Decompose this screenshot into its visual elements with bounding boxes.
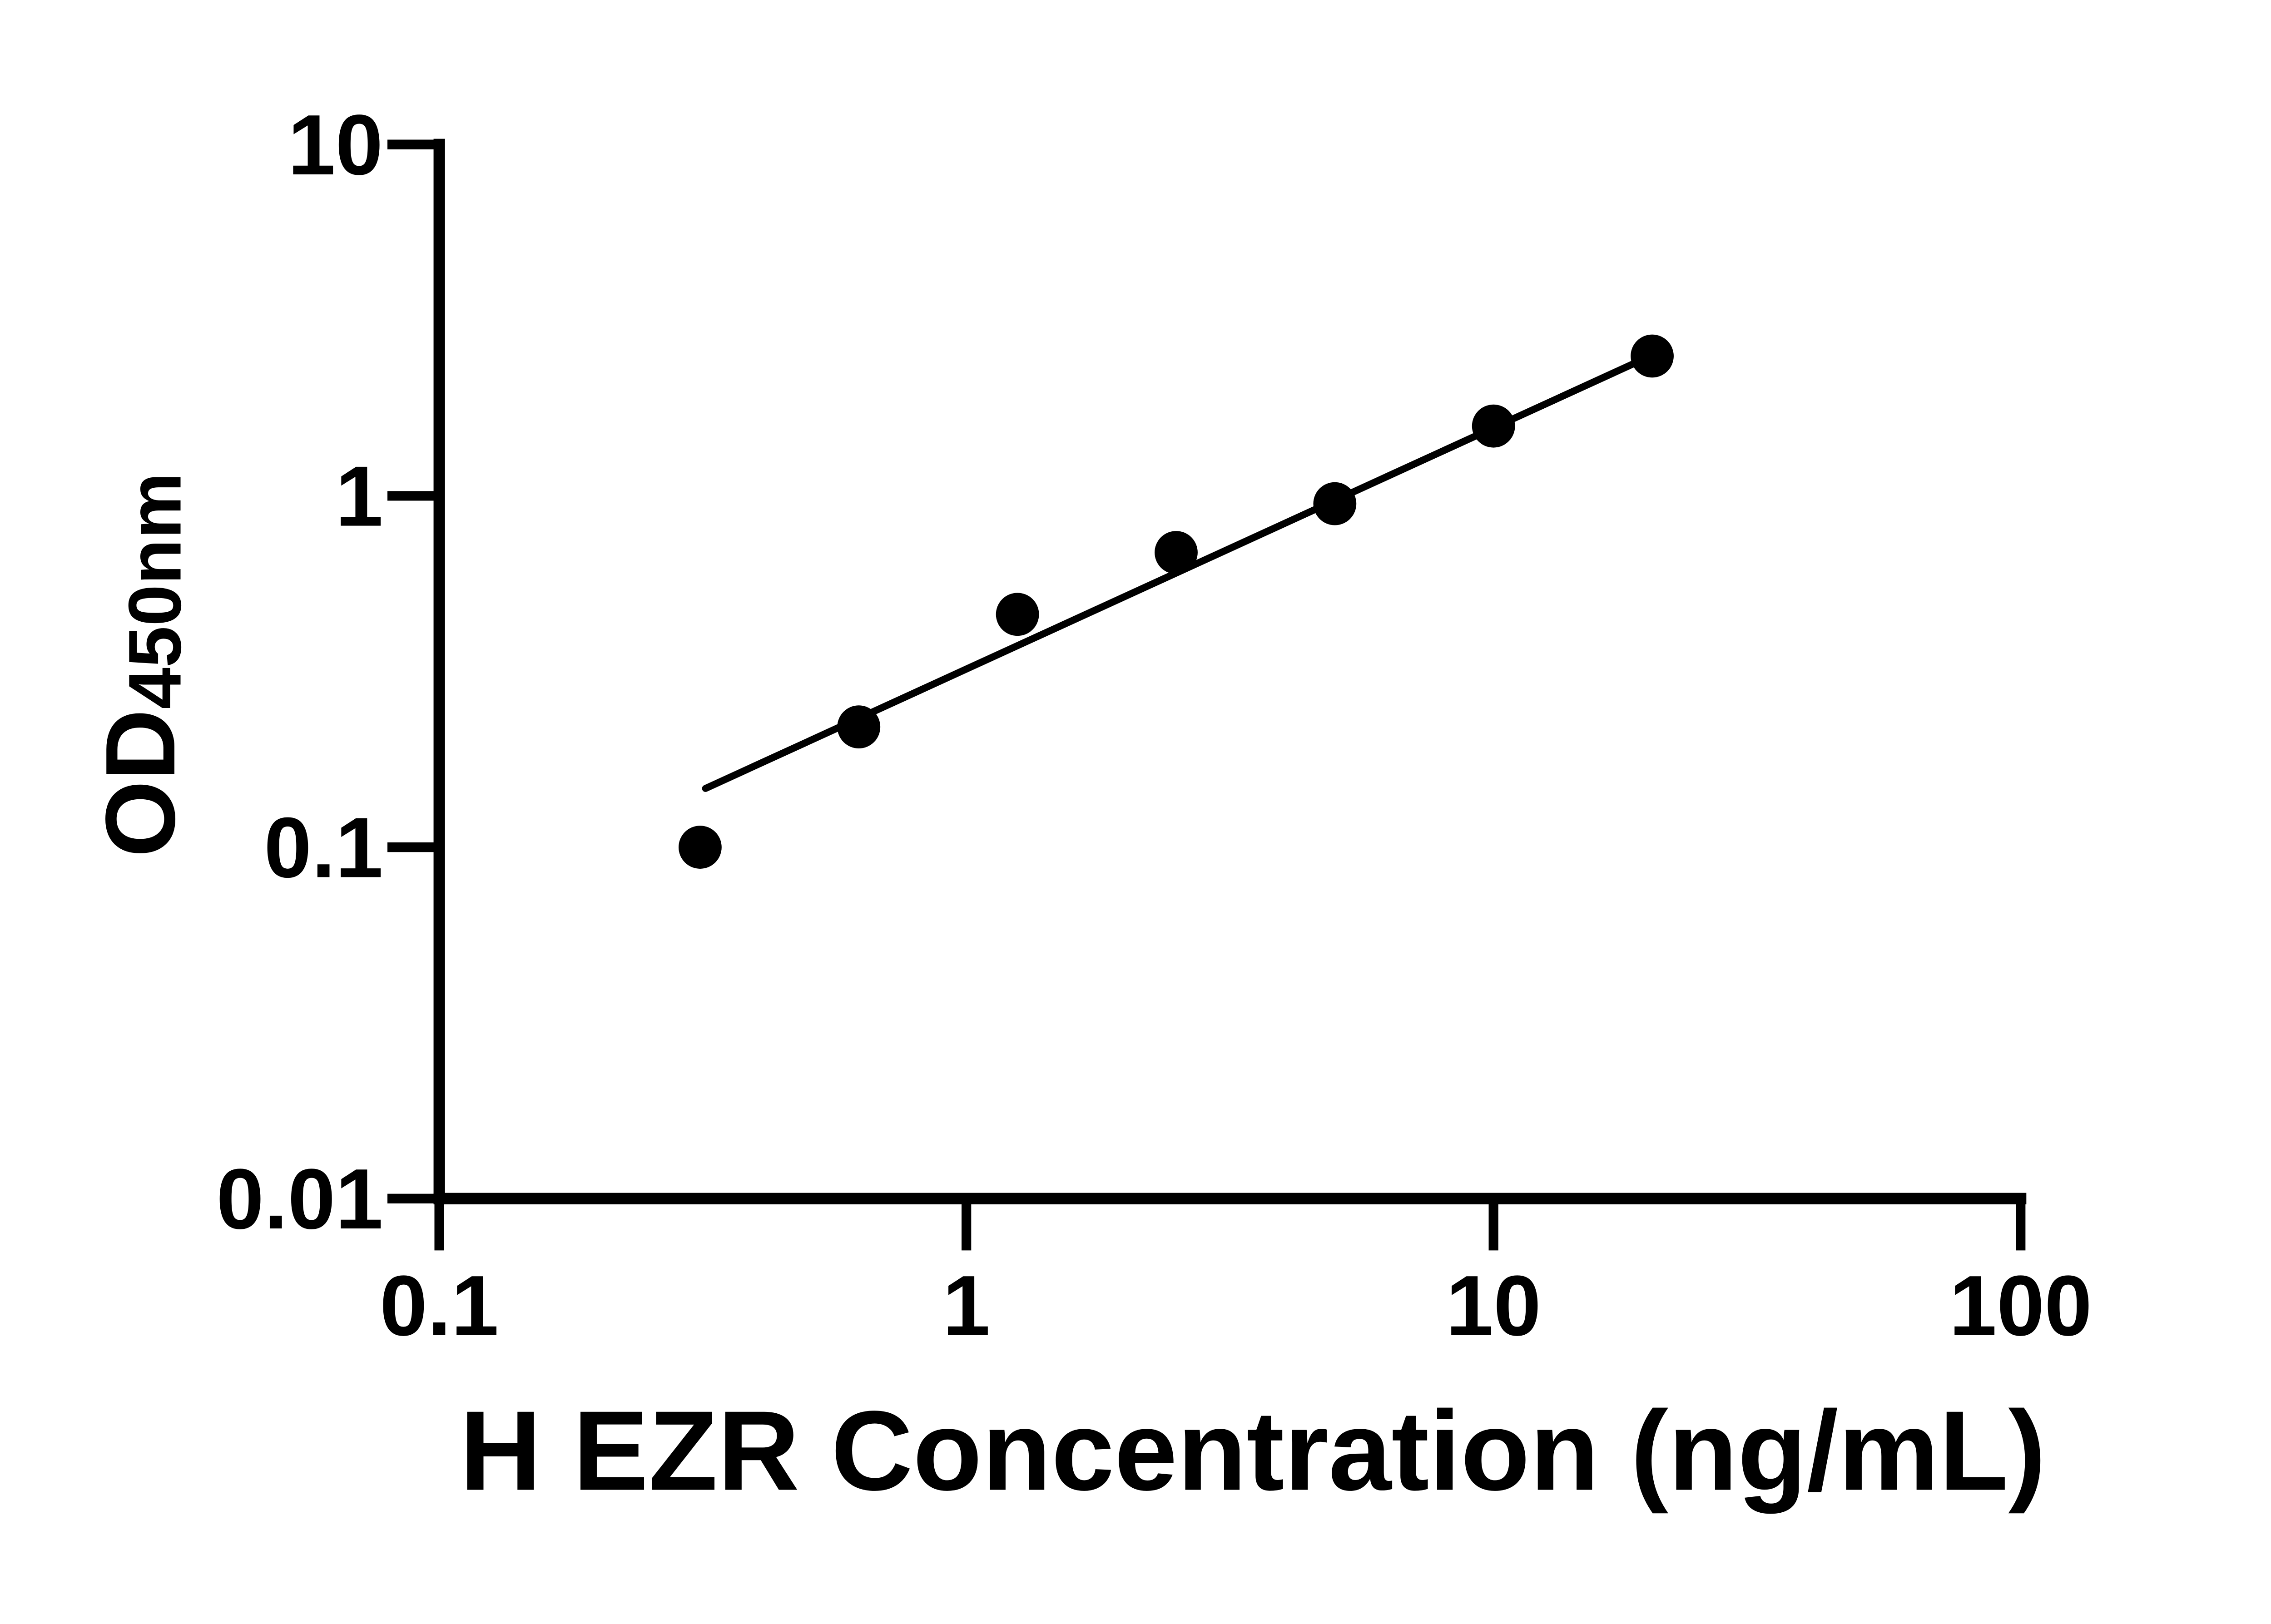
x-tick-label-10: 10 [1446, 1258, 1541, 1353]
y-axis-title-subscript: 450nm [113, 473, 196, 709]
y-tick-label-1: 1 [335, 448, 383, 544]
x-tick-label-100: 100 [1949, 1258, 2092, 1353]
y-tick-label-10: 10 [288, 97, 383, 193]
data-point-0 [679, 826, 722, 869]
standard-curve-chart: 0.1 1 10 100 0.01 0.1 1 10 H EZR Concentration (… [85, 96, 2092, 1514]
x-tick-label-0.1: 0.1 [380, 1258, 499, 1353]
y-tick-label-0.01: 0.01 [216, 1151, 383, 1247]
y-axis-title-main: OD [85, 709, 196, 857]
x-axis-title: H EZR Concentration (ng/mL) [460, 1387, 2046, 1514]
y-axis-title: OD450nm [85, 473, 197, 857]
data-point-4 [1313, 482, 1357, 525]
x-tick-label-1: 1 [942, 1258, 990, 1353]
data-point-2 [996, 593, 1039, 636]
data-point-3 [1155, 531, 1198, 574]
data-point-5 [1472, 404, 1515, 448]
chart-canvas: 0.1 1 10 100 0.01 0.1 1 10 H EZR Concentration (… [85, 97, 2092, 1514]
data-point-1 [837, 705, 881, 749]
y-tick-label-0.1: 0.1 [264, 799, 383, 895]
data-point-6 [1631, 334, 1674, 378]
